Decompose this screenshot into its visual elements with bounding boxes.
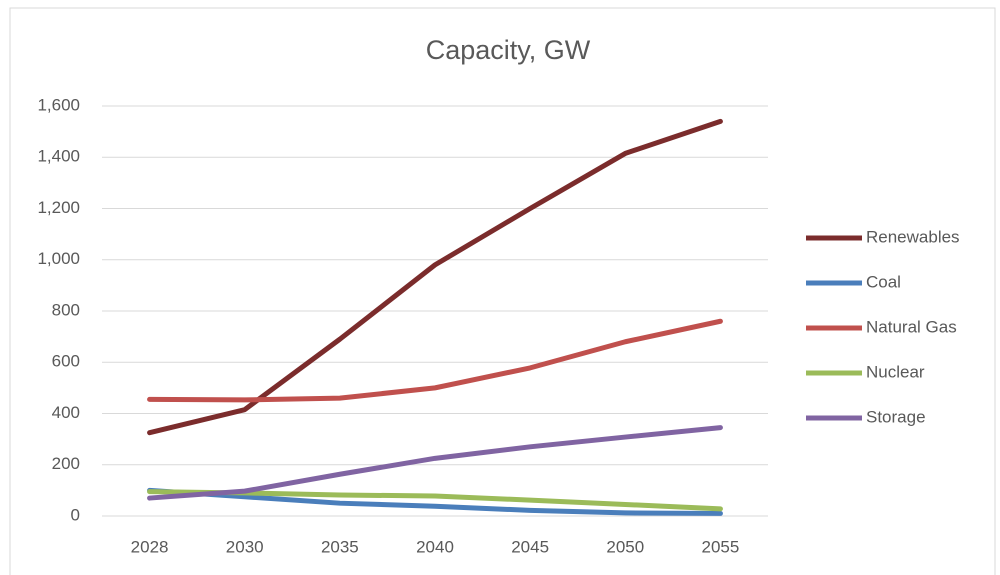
y-tick-label: 600 — [52, 352, 80, 371]
legend-label: Renewables — [866, 227, 960, 246]
x-tick-label: 2055 — [702, 537, 740, 556]
y-tick-label: 400 — [52, 403, 80, 422]
x-tick-label: 2028 — [131, 537, 169, 556]
x-tick-label: 2040 — [416, 537, 454, 556]
line-series — [147, 118, 723, 436]
legend-label: Coal — [866, 272, 901, 291]
line-series — [147, 318, 723, 403]
legend-label: Nuclear — [866, 362, 925, 381]
legend-label: Natural Gas — [866, 317, 957, 336]
line-series — [147, 425, 723, 501]
y-tick-label: 0 — [71, 505, 80, 524]
x-tick-label: 2050 — [606, 537, 644, 556]
y-tick-label: 200 — [52, 454, 80, 473]
chart-title: Capacity, GW — [426, 35, 591, 65]
legend-label: Storage — [866, 407, 926, 426]
line-series — [147, 487, 723, 516]
y-tick-label: 1,200 — [37, 198, 80, 217]
x-tick-label: 2035 — [321, 537, 359, 556]
y-tick-label: 1,000 — [37, 249, 80, 268]
chart-frame — [9, 7, 996, 575]
y-tick-label: 800 — [52, 300, 80, 319]
x-tick-label: 2030 — [226, 537, 264, 556]
x-tick-label: 2045 — [511, 537, 549, 556]
y-tick-label: 1,600 — [37, 95, 80, 114]
y-tick-label: 1,400 — [37, 147, 80, 166]
